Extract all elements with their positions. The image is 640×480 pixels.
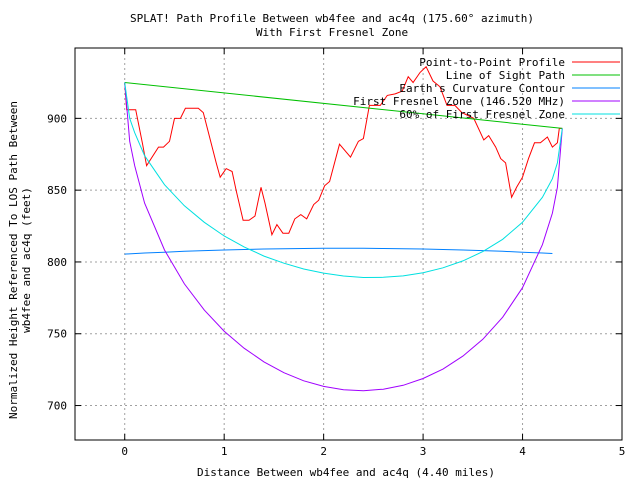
chart-subtitle: With First Fresnel Zone [256, 26, 408, 39]
y-tick-label: 900 [47, 112, 67, 125]
series-line-2 [124, 247, 553, 255]
legend-label-4: 60% of First Fresnel Zone [399, 108, 565, 121]
series-line-1 [124, 82, 563, 129]
series-line-3 [124, 82, 563, 392]
y-tick-label: 800 [47, 256, 67, 269]
legend-label-1: Line of Sight Path [446, 69, 565, 82]
legend-label-3: First Fresnel Zone (146.520 MHz) [353, 95, 565, 108]
x-axis-label: Distance Between wb4fee and ac4q (4.40 m… [197, 466, 495, 479]
y-tick-label: 850 [47, 184, 67, 197]
x-tick-label: 1 [221, 445, 228, 458]
x-tick-label: 0 [121, 445, 128, 458]
series-line-4 [124, 82, 563, 279]
series-line-0 [124, 65, 563, 237]
y-axis-label-line2: wb4fee and ac4q (feet) [20, 187, 33, 333]
x-tick-label: 4 [519, 445, 526, 458]
x-tick-label: 2 [320, 445, 327, 458]
y-tick-label: 750 [47, 328, 67, 341]
chart-title: SPLAT! Path Profile Between wb4fee and a… [130, 12, 534, 25]
plot-frame [74, 47, 623, 441]
series-group [124, 65, 563, 392]
y-axis-label-line1: Normalized Height Referenced To LOS Path… [7, 101, 20, 419]
axis-ticks: 0 1 2 3 4 5 700 750 800 850 900 [47, 48, 625, 458]
legend-label-0: Point-to-Point Profile [419, 56, 565, 69]
y-tick-label: 700 [47, 400, 67, 413]
x-tick-label: 3 [420, 445, 427, 458]
x-tick-label: 5 [619, 445, 626, 458]
legend-label-2: Earth's Curvature Contour [399, 82, 565, 95]
